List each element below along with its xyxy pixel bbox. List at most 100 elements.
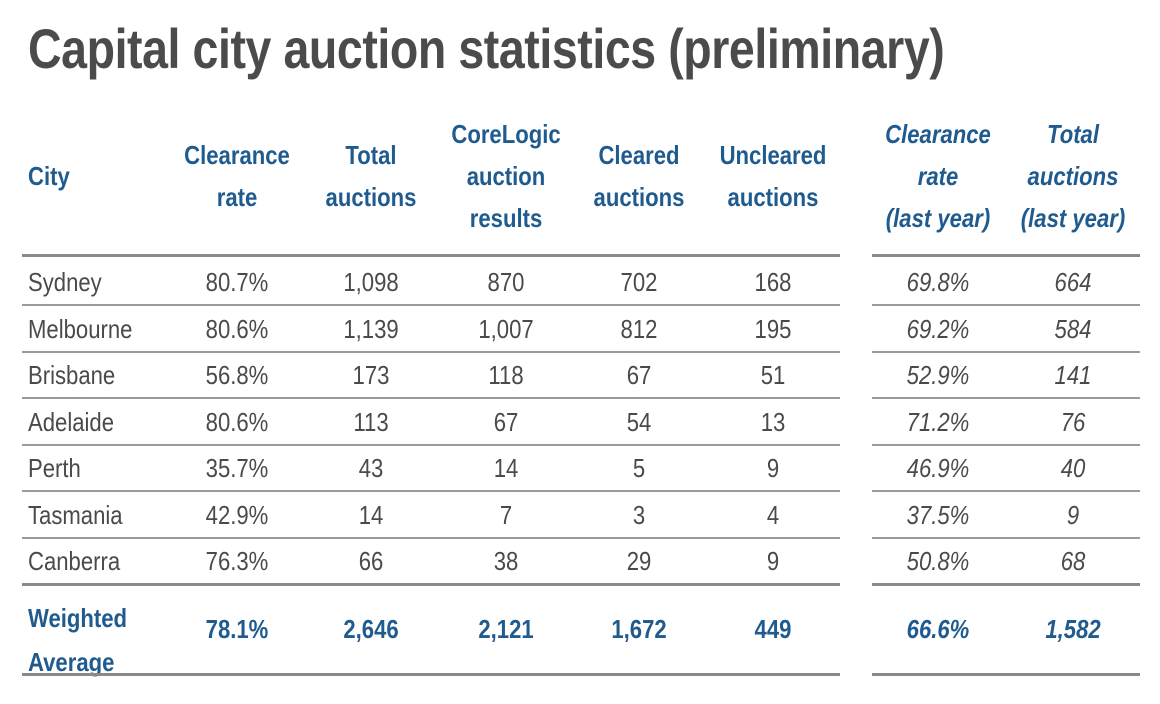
table-cell: 46.9% — [906, 453, 970, 483]
table-cell: 173 — [352, 360, 390, 390]
table-cell: 13 — [760, 406, 786, 437]
column-header-line: Uncleared — [719, 140, 827, 170]
table-cell: 664 — [1054, 267, 1092, 297]
table-cell: 69.2% — [906, 313, 970, 344]
table-rule — [872, 350, 1140, 353]
table-cell: 7 — [499, 499, 513, 530]
table-rule — [872, 536, 1140, 539]
column-header-line: auctions — [1027, 161, 1119, 191]
column-header-line: auctions — [593, 182, 685, 212]
average-cell: 2,646 — [343, 614, 399, 644]
table-cell: 9 — [1066, 499, 1080, 530]
average-cell: 66.6% — [906, 614, 970, 644]
table-rule — [872, 443, 1140, 446]
table-cell: 37.5% — [906, 499, 970, 530]
table-cell: 71.2% — [906, 406, 970, 437]
column-header-line: Total — [345, 140, 397, 170]
table-cell: 42.9% — [205, 499, 269, 530]
column-header-line: auctions — [325, 182, 417, 212]
table-cell: 68 — [1060, 546, 1086, 576]
average-cell: 1,582 — [1045, 614, 1101, 644]
page-title: Capital city auction statistics (prelimi… — [28, 17, 945, 80]
column-header: City — [28, 155, 70, 197]
table-cell: 195 — [754, 313, 792, 344]
table-cell: 35.7% — [205, 453, 269, 483]
table-cell: 4 — [766, 499, 780, 530]
table-cell: 3 — [632, 499, 646, 530]
column-header-line: (last year) — [885, 203, 991, 233]
column-header-line: (last year) — [1020, 203, 1126, 233]
average-cell: 449 — [754, 614, 792, 644]
column-header-line: rate — [216, 182, 258, 212]
average-label-line: Average — [28, 647, 115, 677]
average-cell: 1,672 — [611, 614, 667, 644]
city-name: Perth — [28, 453, 81, 483]
table-cell: 56.8% — [205, 360, 269, 390]
city-name: Tasmania — [28, 499, 123, 530]
table-rule — [872, 490, 1140, 492]
city-name: Brisbane — [28, 360, 116, 390]
table-cell: 118 — [488, 360, 524, 390]
column-header-line: Total — [1047, 119, 1099, 149]
average-cell: 78.1% — [205, 614, 269, 644]
city-name: Adelaide — [28, 406, 115, 437]
table-cell: 1,007 — [478, 313, 534, 344]
city-name: Melbourne — [28, 313, 133, 344]
table-cell: 29 — [626, 546, 652, 576]
column-header: Total auctions (last year) — [1021, 113, 1125, 239]
column-header: Clearance rate — [184, 134, 290, 218]
column-header: Clearance rate (last year) — [885, 113, 991, 239]
table-rule — [22, 350, 840, 353]
city-name: Canberra — [28, 546, 121, 576]
table-rule — [22, 397, 840, 399]
table-cell: 54 — [626, 406, 652, 437]
table-rule — [22, 254, 840, 257]
table-rule — [872, 304, 1140, 306]
table-cell: 76.3% — [205, 546, 269, 576]
average-cell: 2,121 — [478, 614, 534, 644]
column-header-line: results — [469, 203, 543, 233]
column-header: Cleared auctions — [594, 134, 685, 218]
table-cell: 80.6% — [205, 313, 269, 344]
table-cell: 812 — [620, 313, 658, 344]
column-header-line: auctions — [727, 182, 819, 212]
table-rule — [22, 536, 840, 539]
table-cell: 168 — [754, 267, 792, 297]
city-name: Sydney — [28, 267, 102, 297]
table-rule — [22, 443, 840, 446]
table-rule — [22, 673, 840, 676]
table-cell: 69.8% — [906, 267, 970, 297]
table-cell: 9 — [766, 546, 780, 576]
table-rule — [872, 583, 1140, 586]
column-header-line: Cleared — [598, 140, 680, 170]
column-header-line: rate — [917, 161, 959, 191]
table-cell: 66 — [358, 546, 384, 576]
weighted-average-label: Weighted Average — [28, 596, 127, 684]
table-rule — [22, 583, 840, 586]
table-cell: 43 — [358, 453, 384, 483]
table-rule — [22, 304, 840, 306]
column-header-line: Clearance — [184, 140, 290, 170]
table-rule — [872, 397, 1140, 399]
table-cell: 5 — [632, 453, 646, 483]
table-cell: 40 — [1060, 453, 1086, 483]
column-header-line: Clearance — [885, 119, 991, 149]
table-cell: 14 — [358, 499, 384, 530]
table-cell: 14 — [493, 453, 519, 483]
table-cell: 80.6% — [205, 406, 269, 437]
table-cell: 76 — [1060, 406, 1086, 437]
column-header-line: auction — [466, 161, 546, 191]
table-cell: 67 — [493, 406, 519, 437]
table-cell: 1,139 — [343, 313, 399, 344]
table-cell: 67 — [626, 360, 652, 390]
table-rule — [872, 254, 1140, 257]
column-header: Uncleared auctions — [720, 134, 827, 218]
table-cell: 702 — [620, 267, 658, 297]
average-label-line: Weighted — [28, 603, 128, 633]
table-cell: 9 — [766, 453, 780, 483]
table-cell: 113 — [353, 406, 389, 437]
table-cell: 51 — [760, 360, 786, 390]
table-rule — [22, 490, 840, 492]
table-cell: 80.7% — [205, 267, 269, 297]
table-cell: 141 — [1054, 360, 1092, 390]
